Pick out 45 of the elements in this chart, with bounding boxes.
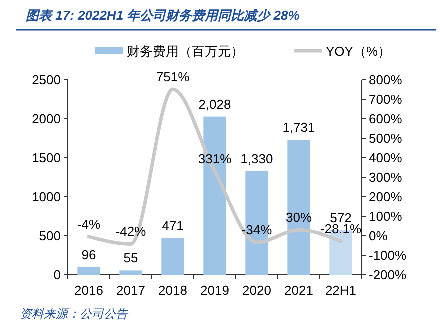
x-tick-label: 22H1 <box>325 283 357 298</box>
bar <box>288 140 310 275</box>
y2-tick-label: -200% <box>369 268 408 282</box>
data-label: 55 <box>124 250 138 266</box>
y2-tick-label: 300% <box>369 170 403 185</box>
y2-tick-label: 700% <box>369 92 403 107</box>
x-tick-label: 2017 <box>116 283 146 298</box>
data-label: 572 <box>330 210 352 226</box>
data-label: 331% <box>198 151 232 166</box>
y2-tick-label: 0% <box>369 228 388 244</box>
data-label: 2,028 <box>198 96 232 112</box>
data-label: -4% <box>77 216 101 232</box>
x-tick-label: 2020 <box>242 283 272 298</box>
y2-tick-label: -100% <box>369 248 408 263</box>
chart-title: 图表 17: 2022H1 年公司财务费用同比减少 28% <box>26 8 300 23</box>
x-tick-label: 2018 <box>158 283 188 298</box>
x-tick-label: 2019 <box>200 283 230 298</box>
data-label: 751% <box>156 70 190 85</box>
data-label: 96 <box>82 248 96 263</box>
data-label: -42% <box>116 224 147 240</box>
data-label: -34% <box>242 222 273 238</box>
y-tick-label: 1500 <box>32 150 61 166</box>
bar <box>78 268 100 275</box>
legend-label: 财务费用（百万元） <box>127 44 244 59</box>
y2-tick-label: 100% <box>369 209 403 224</box>
data-label: 471 <box>162 218 184 234</box>
y-tick-label: 2000 <box>32 112 61 126</box>
data-label: 30% <box>286 210 312 226</box>
y2-tick-label: 600% <box>369 112 403 126</box>
y2-tick-label: 400% <box>369 150 403 166</box>
y2-tick-label: 800% <box>369 72 403 88</box>
data-label: 1,330 <box>240 151 274 166</box>
legend-label: YOY（%） <box>326 44 392 59</box>
data-label: 1,731 <box>282 120 316 135</box>
y-tick-label: 0 <box>54 268 61 282</box>
y-tick-label: 2500 <box>32 72 61 88</box>
text: 资料来源：公司公告 <box>20 307 129 321</box>
y2-tick-label: 200% <box>369 190 403 204</box>
y-tick-label: 1000 <box>32 190 61 204</box>
x-tick-label: 2021 <box>284 283 314 298</box>
bar <box>120 270 142 275</box>
y-tick-label: 500 <box>39 228 61 244</box>
y2-tick-label: 500% <box>369 131 403 146</box>
bar <box>162 238 184 275</box>
x-tick-label: 2016 <box>74 283 104 298</box>
